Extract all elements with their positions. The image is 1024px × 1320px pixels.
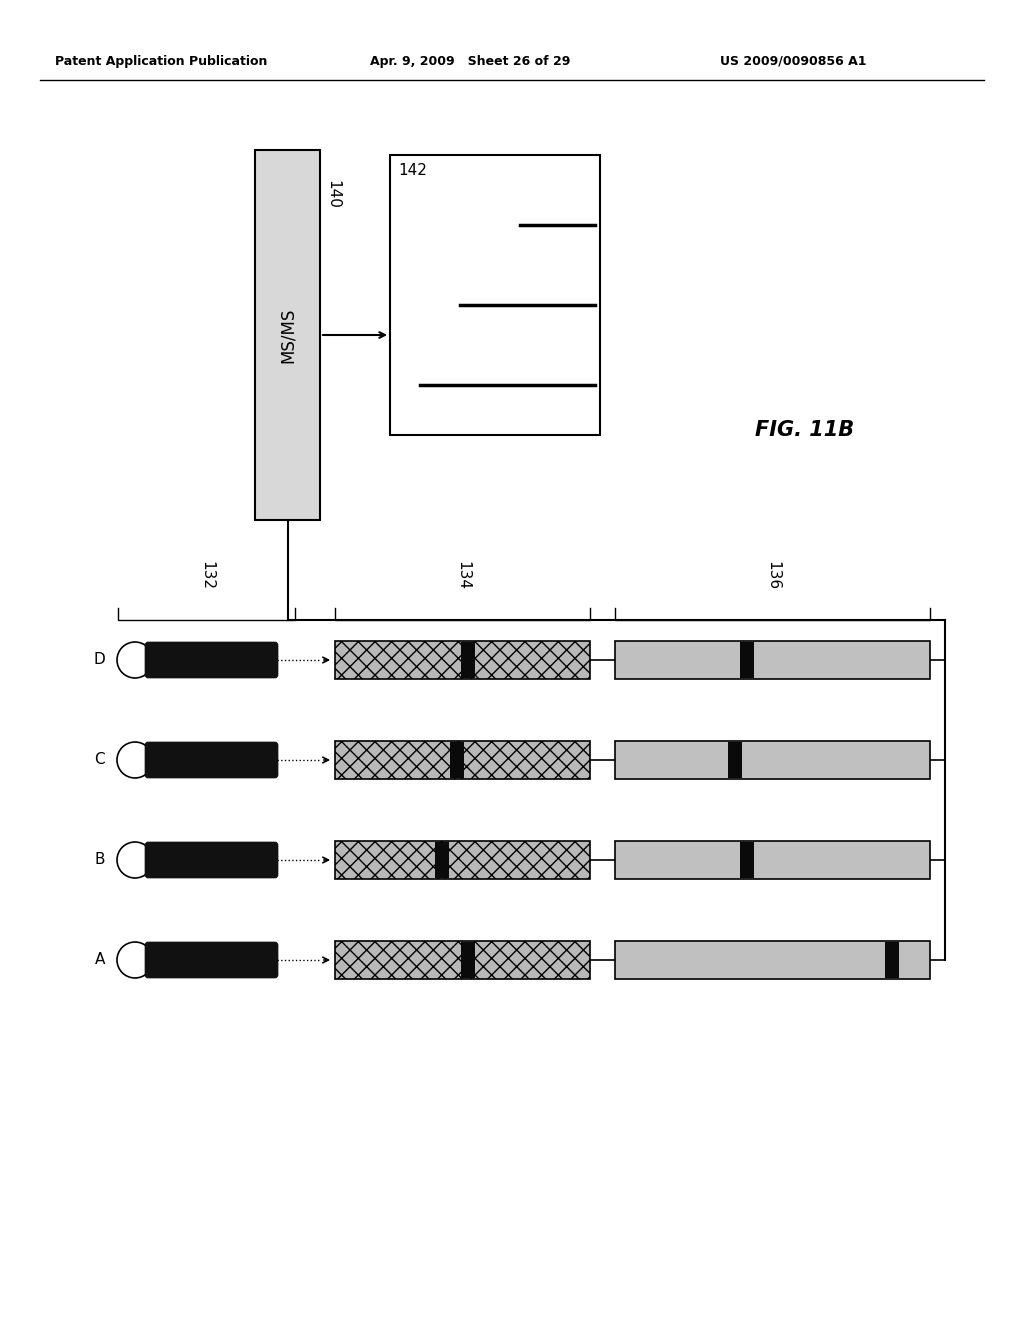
Bar bbox=[740, 642, 755, 678]
Text: A: A bbox=[94, 953, 105, 968]
Bar bbox=[461, 942, 474, 978]
Bar bbox=[335, 741, 590, 779]
Circle shape bbox=[117, 742, 153, 777]
Text: MS/MS: MS/MS bbox=[279, 308, 297, 363]
Bar bbox=[451, 742, 465, 777]
FancyBboxPatch shape bbox=[145, 842, 278, 878]
Text: 136: 136 bbox=[765, 561, 780, 590]
Text: Apr. 9, 2009   Sheet 26 of 29: Apr. 9, 2009 Sheet 26 of 29 bbox=[370, 55, 570, 69]
Bar bbox=[461, 642, 474, 678]
Text: 134: 134 bbox=[455, 561, 470, 590]
Text: FIG. 11B: FIG. 11B bbox=[755, 420, 854, 440]
Bar bbox=[255, 150, 319, 520]
Circle shape bbox=[117, 942, 153, 978]
Bar bbox=[740, 842, 755, 878]
Text: 142: 142 bbox=[398, 162, 427, 178]
Text: Patent Application Publication: Patent Application Publication bbox=[55, 55, 267, 69]
Bar bbox=[615, 941, 930, 979]
FancyBboxPatch shape bbox=[145, 942, 278, 978]
Text: D: D bbox=[93, 652, 105, 668]
Bar bbox=[728, 742, 741, 777]
Bar bbox=[335, 841, 590, 879]
Bar bbox=[615, 741, 930, 779]
Bar bbox=[885, 942, 899, 978]
Circle shape bbox=[117, 842, 153, 878]
Bar bbox=[335, 642, 590, 678]
Text: C: C bbox=[94, 752, 105, 767]
Circle shape bbox=[117, 642, 153, 678]
Bar bbox=[615, 642, 930, 678]
FancyBboxPatch shape bbox=[145, 642, 278, 678]
Text: B: B bbox=[94, 853, 105, 867]
Text: 132: 132 bbox=[199, 561, 214, 590]
Bar bbox=[435, 842, 450, 878]
Text: 140: 140 bbox=[325, 180, 340, 209]
Bar bbox=[615, 841, 930, 879]
Bar bbox=[335, 941, 590, 979]
Bar bbox=[390, 154, 600, 436]
FancyBboxPatch shape bbox=[145, 742, 278, 777]
Text: US 2009/0090856 A1: US 2009/0090856 A1 bbox=[720, 55, 866, 69]
